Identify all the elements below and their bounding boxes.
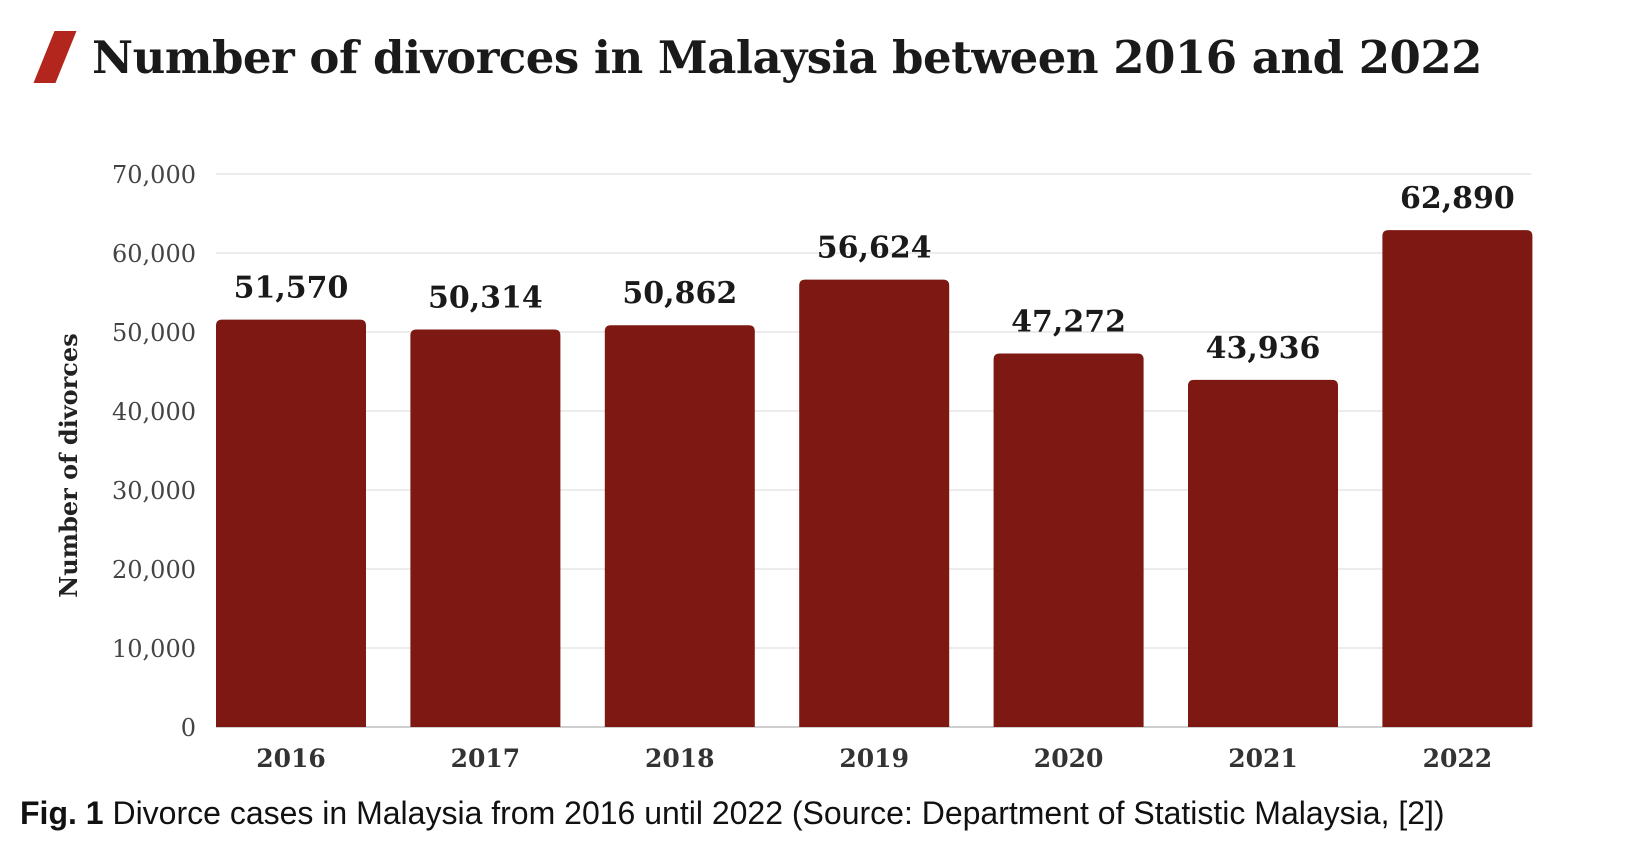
- bar-2021: [1188, 379, 1338, 727]
- y-tick-label: 20,000: [112, 556, 196, 584]
- y-tick-label: 60,000: [112, 240, 196, 268]
- bar-2017: [410, 329, 561, 727]
- data-label: 62,890: [1400, 181, 1515, 216]
- chart-title: Number of divorces in Malaysia between 2…: [92, 30, 1482, 84]
- bar-2018: [604, 325, 755, 727]
- y-tick-label: 0: [181, 714, 196, 742]
- data-label: 51,570: [234, 271, 349, 306]
- y-axis-label: Number of divorces: [54, 333, 83, 597]
- x-tick-label: 2018: [645, 744, 715, 773]
- y-tick-label: 10,000: [112, 635, 196, 663]
- y-tick-label: 40,000: [112, 398, 196, 426]
- x-tick-label: 2019: [839, 744, 909, 773]
- x-tick-label: 2020: [1034, 744, 1104, 773]
- bar-2022: [1382, 230, 1533, 727]
- x-tick-label: 2016: [256, 744, 326, 773]
- y-tick-label: 50,000: [112, 319, 196, 347]
- data-label: 56,624: [817, 231, 932, 266]
- data-label: 50,862: [622, 276, 737, 311]
- y-tick-label: 70,000: [112, 161, 196, 189]
- bar-2020: [993, 353, 1144, 727]
- data-label: 43,936: [1206, 331, 1321, 366]
- caption-text: Divorce cases in Malaysia from 2016 unti…: [103, 795, 1445, 831]
- x-tick-label: 2022: [1423, 744, 1493, 773]
- chart-title-block: Number of divorces in Malaysia between 2…: [33, 22, 1482, 92]
- x-tick-label: 2021: [1228, 744, 1298, 773]
- bar-chart: 0 10,000 20,000 30,000 40,000 50,000 60,000 70,…: [54, 161, 1533, 773]
- caption-label: Fig. 1: [20, 795, 104, 831]
- x-tick-label: 2017: [451, 744, 521, 773]
- bar-2019: [799, 279, 950, 727]
- y-tick-label: 30,000: [112, 477, 196, 505]
- data-label: 50,314: [428, 281, 543, 316]
- data-label: 47,272: [1011, 305, 1126, 340]
- figure-caption: Fig. 1 Divorce cases in Malaysia from 20…: [20, 795, 1445, 832]
- bar-2016: [216, 319, 366, 727]
